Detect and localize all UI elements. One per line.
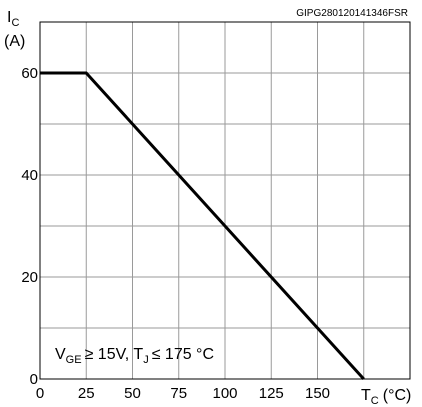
x-axis-unit: (°C) [383,387,412,404]
condition-t-rest: ≤ 175 °C [152,346,214,363]
x-tick-label: 50 [124,385,141,402]
series-line [40,71,365,381]
x-tick-label: 150 [305,385,330,402]
plot-frame [39,21,411,380]
y-axis-subscript: C [11,17,19,29]
x-axis-symbol: T [361,387,371,404]
series-group [40,71,365,381]
condition-annotation: VGE ≥ 15V, TJ ≤ 175 °C [55,346,214,366]
condition-v-rest: ≥ 15V, T [85,346,144,363]
y-axis-label: IC [7,9,19,29]
document-code: GIPG280120141346FSR [296,8,408,19]
condition-v: V [55,346,66,363]
x-tick-label: 100 [212,385,237,402]
y-tick-label: 60 [21,65,38,82]
x-axis-label: TC (°C) [361,387,411,407]
x-tick-label: 75 [170,385,187,402]
condition-v-sub: GE [66,354,82,366]
condition-t-sub: J [143,354,149,366]
x-tick-label: 25 [78,385,95,402]
y-tick-labels: 0 20 40 60 [21,65,38,388]
x-tick-label: 125 [259,385,284,402]
y-tick-label: 40 [21,167,38,184]
x-tick-labels: 0 25 50 75 100 125 150 [36,385,330,402]
grid [40,22,410,379]
y-axis-symbol: I [7,9,11,26]
y-tick-label: 0 [30,371,38,388]
y-axis-unit: (A) [4,33,25,50]
y-tick-label: 20 [21,269,38,286]
x-tick-label: 0 [36,385,44,402]
x-axis-subscript: C [371,395,379,407]
